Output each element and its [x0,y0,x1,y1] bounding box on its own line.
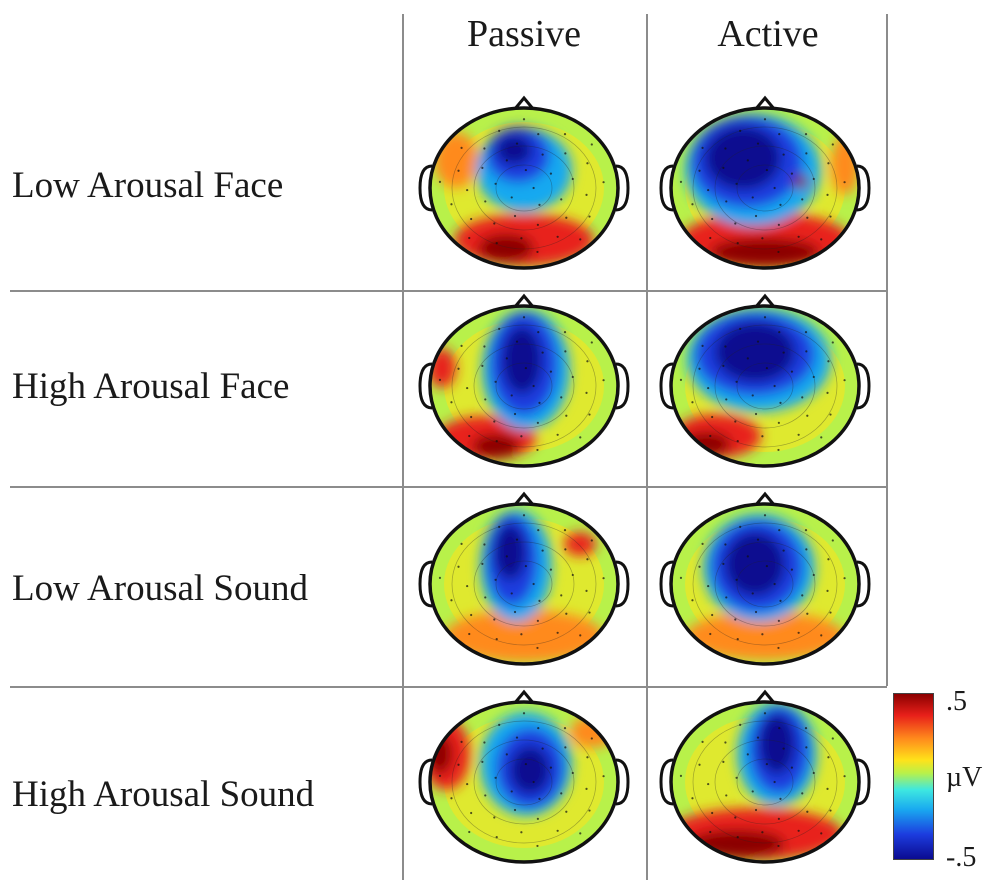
colorbar-max-label: .5 [946,686,967,717]
topomap-high-arousal-face-active [659,293,871,468]
row-label-low-arousal-face: Low Arousal Face [12,165,284,206]
topomap-high-arousal-sound-active [659,689,871,864]
topomap-low-arousal-face-passive [418,95,630,270]
row-divider-2 [10,486,887,488]
topomap-high-arousal-sound-passive [418,689,630,864]
row-divider-1 [10,290,887,292]
grid-divider-right [886,14,888,686]
topomap-low-arousal-face-active [659,95,871,270]
row-divider-3 [10,686,887,688]
column-header-active: Active [717,13,819,55]
column-header-passive: Passive [467,13,581,55]
row-label-high-arousal-sound: High Arousal Sound [12,774,315,815]
colorbar-min-label: -.5 [946,842,977,873]
colorbar [893,693,934,860]
topomap-low-arousal-sound-passive [418,491,630,666]
topomap-high-arousal-face-passive [418,293,630,468]
row-label-low-arousal-sound: Low Arousal Sound [12,568,308,609]
grid-divider-left [402,14,404,880]
row-label-high-arousal-face: High Arousal Face [12,366,290,407]
colorbar-unit-label: µV [946,762,983,793]
grid-divider-middle [646,14,648,880]
topomap-low-arousal-sound-active [659,491,871,666]
